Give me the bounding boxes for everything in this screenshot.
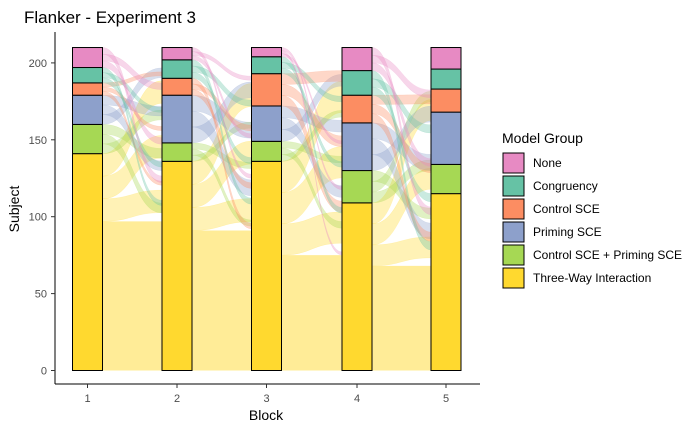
flow-layer <box>102 47 432 371</box>
bar-segment-control-sce <box>251 73 282 107</box>
bar-segment-none <box>251 47 282 58</box>
legend: Model Group None Congruency Control SCE Pri… <box>502 130 682 289</box>
bar-segment-congruency <box>430 68 462 90</box>
flow-ribbon <box>192 230 252 371</box>
legend-swatch-control-sce-priming-sce <box>502 244 525 266</box>
bar-segment-none <box>161 47 193 61</box>
bar-segment-none <box>72 47 103 69</box>
bar-segment-congruency <box>161 59 193 79</box>
bar-segment-control-sce-priming-sce <box>161 142 193 162</box>
legend-swatch-congruency <box>502 175 525 197</box>
y-ticks: 0 50 100 150 200 <box>29 58 55 378</box>
bar-segment-control-sce <box>72 82 103 96</box>
y-tick-label: 100 <box>29 212 47 224</box>
bar-segment-control-sce <box>341 94 373 124</box>
bar-segment-control-sce-priming-sce <box>341 170 373 204</box>
bar-segment-control-sce-priming-sce <box>430 163 462 195</box>
bar-segment-control-sce-priming-sce <box>251 140 282 162</box>
bar-segment-control-sce <box>161 77 193 96</box>
bar-segment-none <box>341 47 373 72</box>
x-tick-label: 5 <box>443 393 449 405</box>
legend-title: Model Group <box>502 130 583 146</box>
bar-segment-congruency <box>72 67 103 84</box>
legend-swatch-control-sce <box>502 198 525 220</box>
axes <box>54 32 480 385</box>
legend-label-control-sce-priming-sce: Control SCE + Priming SCE <box>533 248 682 262</box>
x-tick-label: 1 <box>84 393 90 405</box>
bar-segment-priming-sce <box>341 122 373 172</box>
bar-segment-control-sce <box>430 88 462 113</box>
x-tick-label: 4 <box>354 393 360 405</box>
x-tick-label: 2 <box>174 393 180 405</box>
bar-segment-priming-sce <box>161 94 193 144</box>
flow-ribbon <box>372 265 431 371</box>
bar-segment-three-way-interaction <box>341 202 373 371</box>
legend-label-control-sce: Control SCE <box>533 202 600 216</box>
bar-layer <box>72 47 462 371</box>
legend-swatch-three-way-interaction <box>502 267 525 289</box>
bar-segment-three-way-interaction <box>72 153 103 371</box>
bar-segment-three-way-interaction <box>430 193 462 371</box>
bar-segment-three-way-interaction <box>251 160 282 371</box>
legend-label-none: None <box>533 156 562 170</box>
bar-segment-priming-sce <box>251 105 282 142</box>
y-tick-label: 200 <box>29 58 47 70</box>
legend-swatch-priming-sce <box>502 221 525 243</box>
y-tick-label: 150 <box>29 135 47 147</box>
bar-segment-none <box>430 47 462 70</box>
bar-segment-congruency <box>251 56 282 75</box>
chart-title: Flanker - Experiment 3 <box>24 8 196 27</box>
bar-segment-priming-sce <box>430 111 462 165</box>
y-axis-title: Subject <box>6 186 22 233</box>
x-axis-title: Block <box>249 407 284 423</box>
legend-label-congruency: Congruency <box>533 179 598 193</box>
x-ticks: 1 2 3 4 5 <box>84 384 449 405</box>
legend-label-priming-sce: Priming SCE <box>533 225 602 239</box>
legend-swatch-none <box>502 152 525 174</box>
flow-ribbon <box>102 221 162 371</box>
bar-segment-three-way-interaction <box>161 160 193 371</box>
y-tick-label: 0 <box>41 366 47 378</box>
flow-ribbon <box>281 255 342 371</box>
y-tick-label: 50 <box>35 289 47 301</box>
bar-segment-priming-sce <box>72 94 103 125</box>
legend-label-three-way-interaction: Three-Way Interaction <box>533 271 651 285</box>
bar-segment-congruency <box>341 70 373 96</box>
x-tick-label: 3 <box>263 393 269 405</box>
bar-segment-control-sce-priming-sce <box>72 123 103 155</box>
